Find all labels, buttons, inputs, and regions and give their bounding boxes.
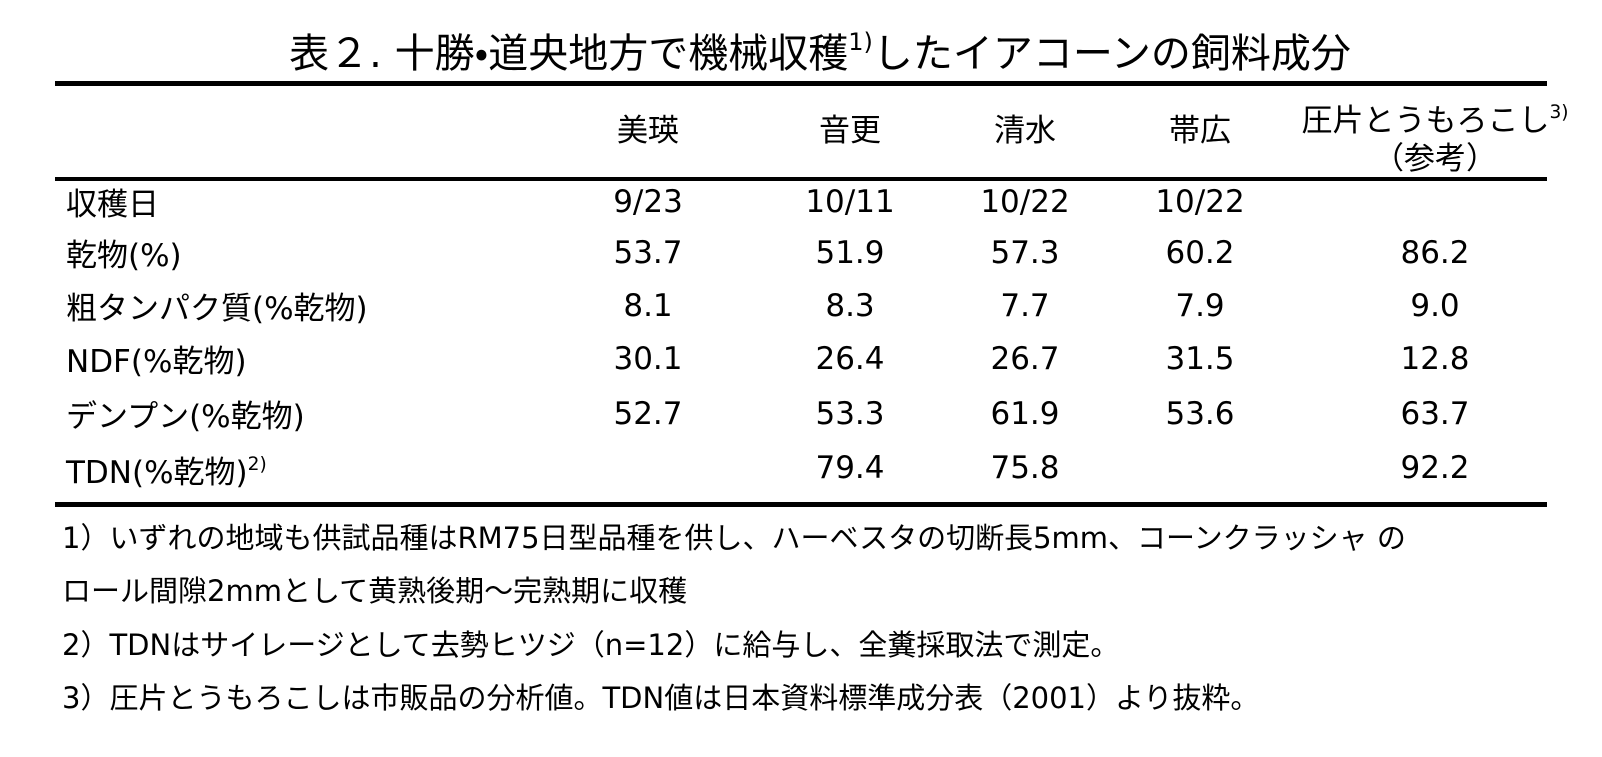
cell: 26.4 [815,341,885,377]
bottom-rule [55,502,1547,507]
header-text: 音更 [819,113,881,149]
cell: 7.7 [1000,288,1050,324]
title-main: 表２. 十勝・道央地方で機械収穫 [289,30,849,77]
header-sup: 3) [1549,102,1569,123]
cell: 92.2 [1400,450,1470,486]
row-label: 粗タンパク質(%乾物) [66,294,368,325]
row-label: デンプン(%乾物) [66,402,305,433]
cell: 86.2 [1400,235,1470,271]
header-text: 圧片とうもろこし [1301,103,1550,140]
title: 表２. 十勝・道央地方で機械収穫1)したイアコーンの飼料成分 [289,30,1351,74]
cell: 63.7 [1400,396,1470,432]
cell: 10/22 [980,184,1070,220]
cell: 60.2 [1165,235,1235,271]
header-text: 美瑛 [617,113,679,149]
cell: 26.7 [990,341,1060,377]
column-header: 美瑛 [617,116,679,147]
column-header: 清水 [994,116,1056,147]
cell: 10/22 [1155,184,1245,220]
row-label-sup: 2) [247,454,267,475]
header-text: 帯広 [1169,113,1231,149]
cell: 8.1 [623,288,673,324]
cell: 75.8 [990,450,1060,486]
cell: 79.4 [815,450,885,486]
row-label-text: 収穫日 [66,187,159,223]
cell: 53.6 [1165,396,1235,432]
title-sup: 1) [848,28,873,56]
cell: 31.5 [1165,341,1235,377]
note: ロール間隙2mmとして黄熟後期～完熟期に収穫 [62,574,688,608]
cell: 51.9 [815,235,885,271]
title-rest: したイアコーンの飼料成分 [872,30,1351,77]
cell: 53.7 [613,235,683,271]
cell: 8.3 [825,288,875,324]
row-label: TDN(%乾物)2) [66,454,267,492]
cell: 61.9 [990,396,1060,432]
row-label-text: 乾物(%) [66,238,182,274]
row-label: NDF(%乾物) [66,347,247,378]
note: 2）TDNはサイレージとして去勢ヒツジ（n=12）に給与し、全糞採取法で測定。 [62,628,1120,662]
row-label-text: NDF(%乾物) [66,344,247,380]
cell: 52.7 [613,396,683,432]
cell: 57.3 [990,235,1060,271]
cell: 7.9 [1175,288,1225,324]
top-rule [55,81,1547,86]
column-header: 圧片とうもろこし3) [1301,102,1569,140]
row-label-text: TDN(%乾物) [66,455,248,492]
row-label-text: 粗タンパク質(%乾物) [66,291,368,327]
row-label-text: デンプン(%乾物) [66,399,305,435]
row-label: 乾物(%) [66,241,182,272]
cell: 9.0 [1410,288,1460,324]
cell: 12.8 [1400,341,1470,377]
column-header: 帯広 [1169,116,1231,147]
cell: 10/11 [805,184,895,220]
cell: 30.1 [613,341,683,377]
header-rule [55,177,1547,181]
cell: 53.3 [815,396,885,432]
cell: 9/23 [613,184,683,220]
row-label: 収穫日 [66,190,159,221]
header-text: 清水 [994,113,1056,149]
note: 3）圧片とうもろこしは市販品の分析値。TDN値は日本資料標準成分表（2001）よ… [62,681,1260,715]
header-sub: （参考） [1373,141,1497,177]
column-header: 音更 [819,116,881,147]
note: 1）いずれの地域も供試品種はRM75日型品種を供し、ハーベスタの切断長5mm、コ… [62,521,1406,555]
